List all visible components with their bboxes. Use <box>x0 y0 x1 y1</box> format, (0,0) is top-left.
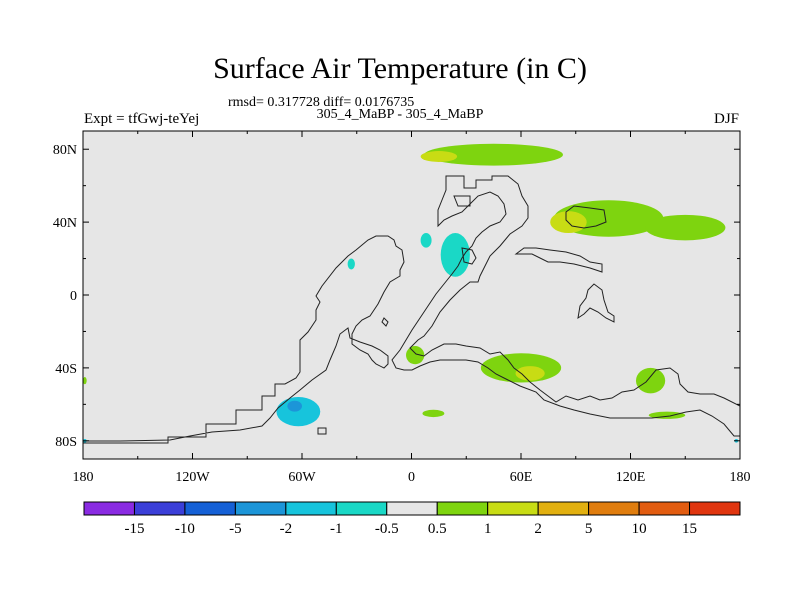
region-australia-warm <box>635 367 666 394</box>
colorbar-swatch <box>83 501 135 516</box>
colorbar-swatch <box>335 501 388 516</box>
region-arctic-warm-band <box>424 143 563 166</box>
colorbar-label: 0.5 <box>428 521 447 537</box>
y-tick-label: 80S <box>55 435 77 450</box>
colorbar-swatch <box>487 501 539 516</box>
y-tick-label: 0 <box>70 289 77 304</box>
colorbar-swatch <box>234 501 287 516</box>
coastline-arctic-island <box>453 195 471 207</box>
x-tick-label: 180 <box>73 470 94 485</box>
region-south-america-cool-core <box>287 400 303 412</box>
region-europe-cool-2 <box>420 233 432 248</box>
chart-title: Surface Air Temperature (in C) <box>213 52 587 85</box>
colorbar-label: -2 <box>280 521 293 537</box>
y-tick-label: 40N <box>53 216 77 231</box>
subtitle-label: 305_4_MaBP - 305_4_MaBP <box>316 107 484 122</box>
region-sahara-cool <box>347 258 355 270</box>
y-tick-label: 80N <box>53 143 77 158</box>
season-label: DJF <box>713 111 739 127</box>
coastline-southeast-asia <box>577 283 615 323</box>
colorbar-label: 5 <box>585 521 593 537</box>
colorbar-swatch <box>588 501 640 516</box>
colorbar-swatch <box>285 501 337 516</box>
colorbar-label: 2 <box>534 521 542 537</box>
x-tick-label: 180 <box>730 470 751 485</box>
x-tick-label: 0 <box>408 470 415 485</box>
stats-label: rmsd= 0.317728 diff= 0.0176735 <box>228 95 415 110</box>
y-tick-label: 40S <box>55 362 77 377</box>
x-tick-label: 60E <box>510 470 533 485</box>
colorbar-label: -15 <box>124 521 144 537</box>
colorbar-label: -0.5 <box>375 521 399 537</box>
region-west-africa-warm <box>406 346 425 365</box>
colorbar-swatch <box>638 501 691 516</box>
colorbar-swatch <box>184 501 236 516</box>
region-pacific-warm-tongue <box>645 214 726 241</box>
experiment-label: Expt = tfGwj-teYej <box>84 111 200 127</box>
x-tick-label: 120E <box>616 470 646 485</box>
x-tick-label: 120W <box>175 470 210 485</box>
region-south-atlantic-warm <box>422 409 445 418</box>
coastline-asia-east <box>514 247 603 273</box>
region-south-america-cool <box>276 397 321 427</box>
coastline <box>83 175 740 444</box>
colorbar-label: 1 <box>484 521 492 537</box>
region-southern-africa-core <box>515 366 545 381</box>
region-europe-cool <box>440 233 470 277</box>
colorbar-label: 15 <box>682 521 697 537</box>
colorbar-swatch <box>689 501 741 516</box>
region-arctic-warm-core <box>420 151 458 162</box>
colorbar-label: 10 <box>632 521 647 537</box>
colorbar-label: -1 <box>330 521 343 537</box>
colorbar-swatch <box>537 501 590 516</box>
coastline-south-america-tip <box>317 427 327 435</box>
coastline-africa-horn <box>461 247 477 265</box>
region-east-pacific-warm <box>83 377 87 385</box>
colorbar-label: -10 <box>175 521 195 537</box>
colorbar-swatch <box>436 501 489 516</box>
coastline-small-island <box>381 317 389 327</box>
colorbar-swatch <box>133 501 186 516</box>
colorbar-swatch <box>386 501 438 516</box>
coastline-asia-plateau <box>565 205 607 229</box>
coastline-americas <box>83 235 405 444</box>
x-tick-label: 60W <box>288 470 316 485</box>
plot-background <box>83 131 740 459</box>
colorbar-label: -5 <box>229 521 242 537</box>
